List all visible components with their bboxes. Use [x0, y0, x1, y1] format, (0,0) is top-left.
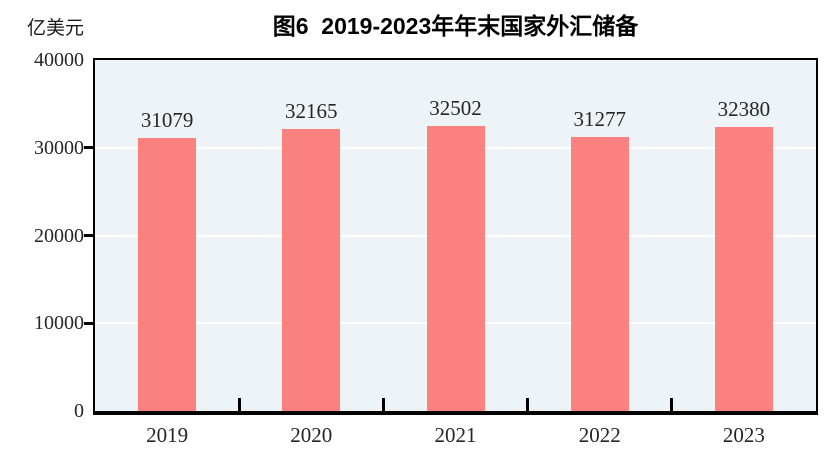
y-tick-label: 30000	[34, 136, 84, 159]
x-axis-tick-mark	[381, 398, 385, 411]
x-tick-label-2023: 2023	[722, 423, 765, 447]
x-axis-tick-mark	[237, 398, 241, 411]
bar-value-label: 32380	[717, 96, 771, 121]
y-axis-tick-mark	[84, 321, 93, 325]
y-tick-label: 0	[74, 400, 84, 422]
x-tick-label-2022: 2022	[578, 423, 621, 447]
y-axis-tick-mark	[84, 146, 93, 150]
bar-value-label: 32502	[429, 95, 482, 120]
y-axis-tick-mark	[84, 234, 93, 237]
bar-2019	[138, 138, 197, 411]
y-tick-label: 10000	[34, 312, 84, 335]
bar-value-label: 32165	[285, 98, 338, 123]
y-axis-unit-label: 亿美元	[27, 18, 85, 39]
bar-2022	[570, 136, 629, 411]
bar-2021	[426, 125, 485, 411]
x-tick-label-2019: 2019	[146, 423, 189, 447]
plot-area	[93, 58, 818, 415]
bar-2020	[282, 128, 341, 411]
bar-value-label: 31277	[573, 106, 626, 131]
bar-value-label: 31079	[140, 108, 194, 133]
chart-title: 图6 2019-2023年年末国家外汇储备	[272, 13, 639, 39]
bar-2023	[714, 126, 773, 411]
x-axis-tick-mark	[670, 398, 674, 411]
y-tick-label: 20000	[34, 224, 84, 247]
y-tick-label: 40000	[34, 49, 84, 71]
x-tick-label-2020: 2020	[290, 423, 333, 447]
x-axis-tick-mark	[526, 398, 530, 411]
x-tick-label-2021: 2021	[434, 423, 477, 447]
